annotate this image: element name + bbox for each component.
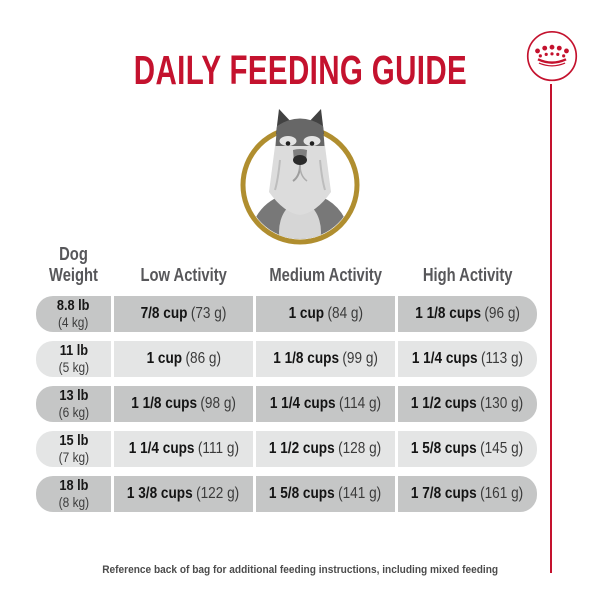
amount-text: 1 5/8 cups — [269, 485, 336, 502]
weight-lb: 13 lb — [58, 387, 89, 404]
brand-divider-line — [550, 84, 552, 573]
weight-cell: 18 lb (8 kg) — [36, 476, 111, 512]
grams-text: (99 g) — [342, 350, 378, 367]
grams-text: (141 g) — [338, 485, 382, 502]
low-activity-cell: 1 cup (86 g) — [114, 341, 253, 377]
weight-kg: (8 kg) — [58, 494, 89, 510]
weight-kg: (7 kg) — [58, 449, 89, 465]
amount-text: 1 1/8 cups — [273, 350, 339, 367]
weight-cell: 15 lb (7 kg) — [36, 431, 111, 467]
grams-text: (84 g) — [327, 305, 363, 322]
amount-text: 1 1/4 cups — [128, 440, 195, 457]
medium-activity-cell: 1 5/8 cups (141 g) — [256, 476, 395, 512]
grams-text: (73 g) — [190, 305, 227, 322]
header-high-activity: High Activity — [422, 265, 513, 285]
schnauzer-icon — [240, 109, 360, 245]
high-activity-cell: 1 7/8 cups (161 g) — [398, 476, 537, 512]
amount-text: 1 1/8 cups — [415, 305, 481, 322]
weight-kg: (4 kg) — [58, 314, 89, 330]
amount-text: 1 1/4 cups — [411, 350, 478, 367]
amount-text: 1 1/4 cups — [269, 395, 336, 412]
grams-text: (113 g) — [481, 350, 524, 367]
amount-text: 1 cup — [146, 350, 182, 367]
feeding-table: 8.8 lb (4 kg) 7/8 cup (73 g) 1 cup (84 g) 1… — [36, 296, 537, 512]
grams-text: (122 g) — [196, 485, 240, 502]
grams-text: (111 g) — [197, 440, 239, 457]
high-activity-cell: 1 1/8 cups (96 g) — [398, 296, 537, 332]
weight-lb: 11 lb — [59, 342, 88, 359]
table-header-row: Dog Weight Low Activity Medium Activity … — [36, 240, 537, 288]
high-activity-cell: 1 1/2 cups (130 g) — [398, 386, 537, 422]
weight-lb: 18 lb — [58, 477, 89, 494]
medium-activity-cell: 1 1/8 cups (99 g) — [256, 341, 395, 377]
low-activity-cell: 7/8 cup (73 g) — [114, 296, 253, 332]
footer-note: Reference back of bag for additional fee… — [102, 564, 498, 576]
weight-cell: 11 lb (5 kg) — [36, 341, 111, 377]
grams-text: (96 g) — [484, 305, 520, 322]
weight-cell: 8.8 lb (4 kg) — [36, 296, 111, 332]
medium-activity-cell: 1 cup (84 g) — [256, 296, 395, 332]
grams-text: (114 g) — [339, 395, 382, 412]
header-medium-activity: Medium Activity — [269, 265, 382, 285]
amount-text: 1 5/8 cups — [411, 440, 478, 457]
medium-activity-cell: 1 1/2 cups (128 g) — [256, 431, 395, 467]
dog-photo — [220, 100, 380, 260]
grams-text: (98 g) — [200, 395, 236, 412]
amount-text: 1 7/8 cups — [411, 485, 478, 502]
page-title: DAILY FEEDING GUIDE — [133, 47, 467, 93]
amount-text: 1 1/8 cups — [131, 395, 197, 412]
grams-text: (86 g) — [185, 350, 221, 367]
brand-logo — [524, 29, 580, 85]
weight-cell: 13 lb (6 kg) — [36, 386, 111, 422]
weight-lb: 15 lb — [58, 432, 89, 449]
weight-kg: (6 kg) — [58, 404, 89, 420]
grams-text: (161 g) — [480, 485, 524, 502]
header-low-activity: Low Activity — [140, 265, 227, 285]
low-activity-cell: 1 1/4 cups (111 g) — [114, 431, 253, 467]
weight-lb: 8.8 lb — [57, 297, 90, 314]
amount-text: 1 3/8 cups — [127, 485, 194, 502]
weight-kg: (5 kg) — [58, 359, 89, 375]
crown-icon — [526, 30, 578, 82]
grams-text: (145 g) — [480, 440, 524, 457]
header-dog-weight: Dog Weight — [49, 244, 98, 285]
high-activity-cell: 1 1/4 cups (113 g) — [398, 341, 537, 377]
grams-text: (130 g) — [480, 395, 524, 412]
grams-text: (128 g) — [338, 440, 382, 457]
high-activity-cell: 1 5/8 cups (145 g) — [398, 431, 537, 467]
amount-text: 1 cup — [288, 305, 324, 322]
amount-text: 1 1/2 cups — [269, 440, 336, 457]
amount-text: 1 1/2 cups — [411, 395, 478, 412]
low-activity-cell: 1 3/8 cups (122 g) — [114, 476, 253, 512]
amount-text: 7/8 cup — [140, 305, 188, 322]
medium-activity-cell: 1 1/4 cups (114 g) — [256, 386, 395, 422]
low-activity-cell: 1 1/8 cups (98 g) — [114, 386, 253, 422]
